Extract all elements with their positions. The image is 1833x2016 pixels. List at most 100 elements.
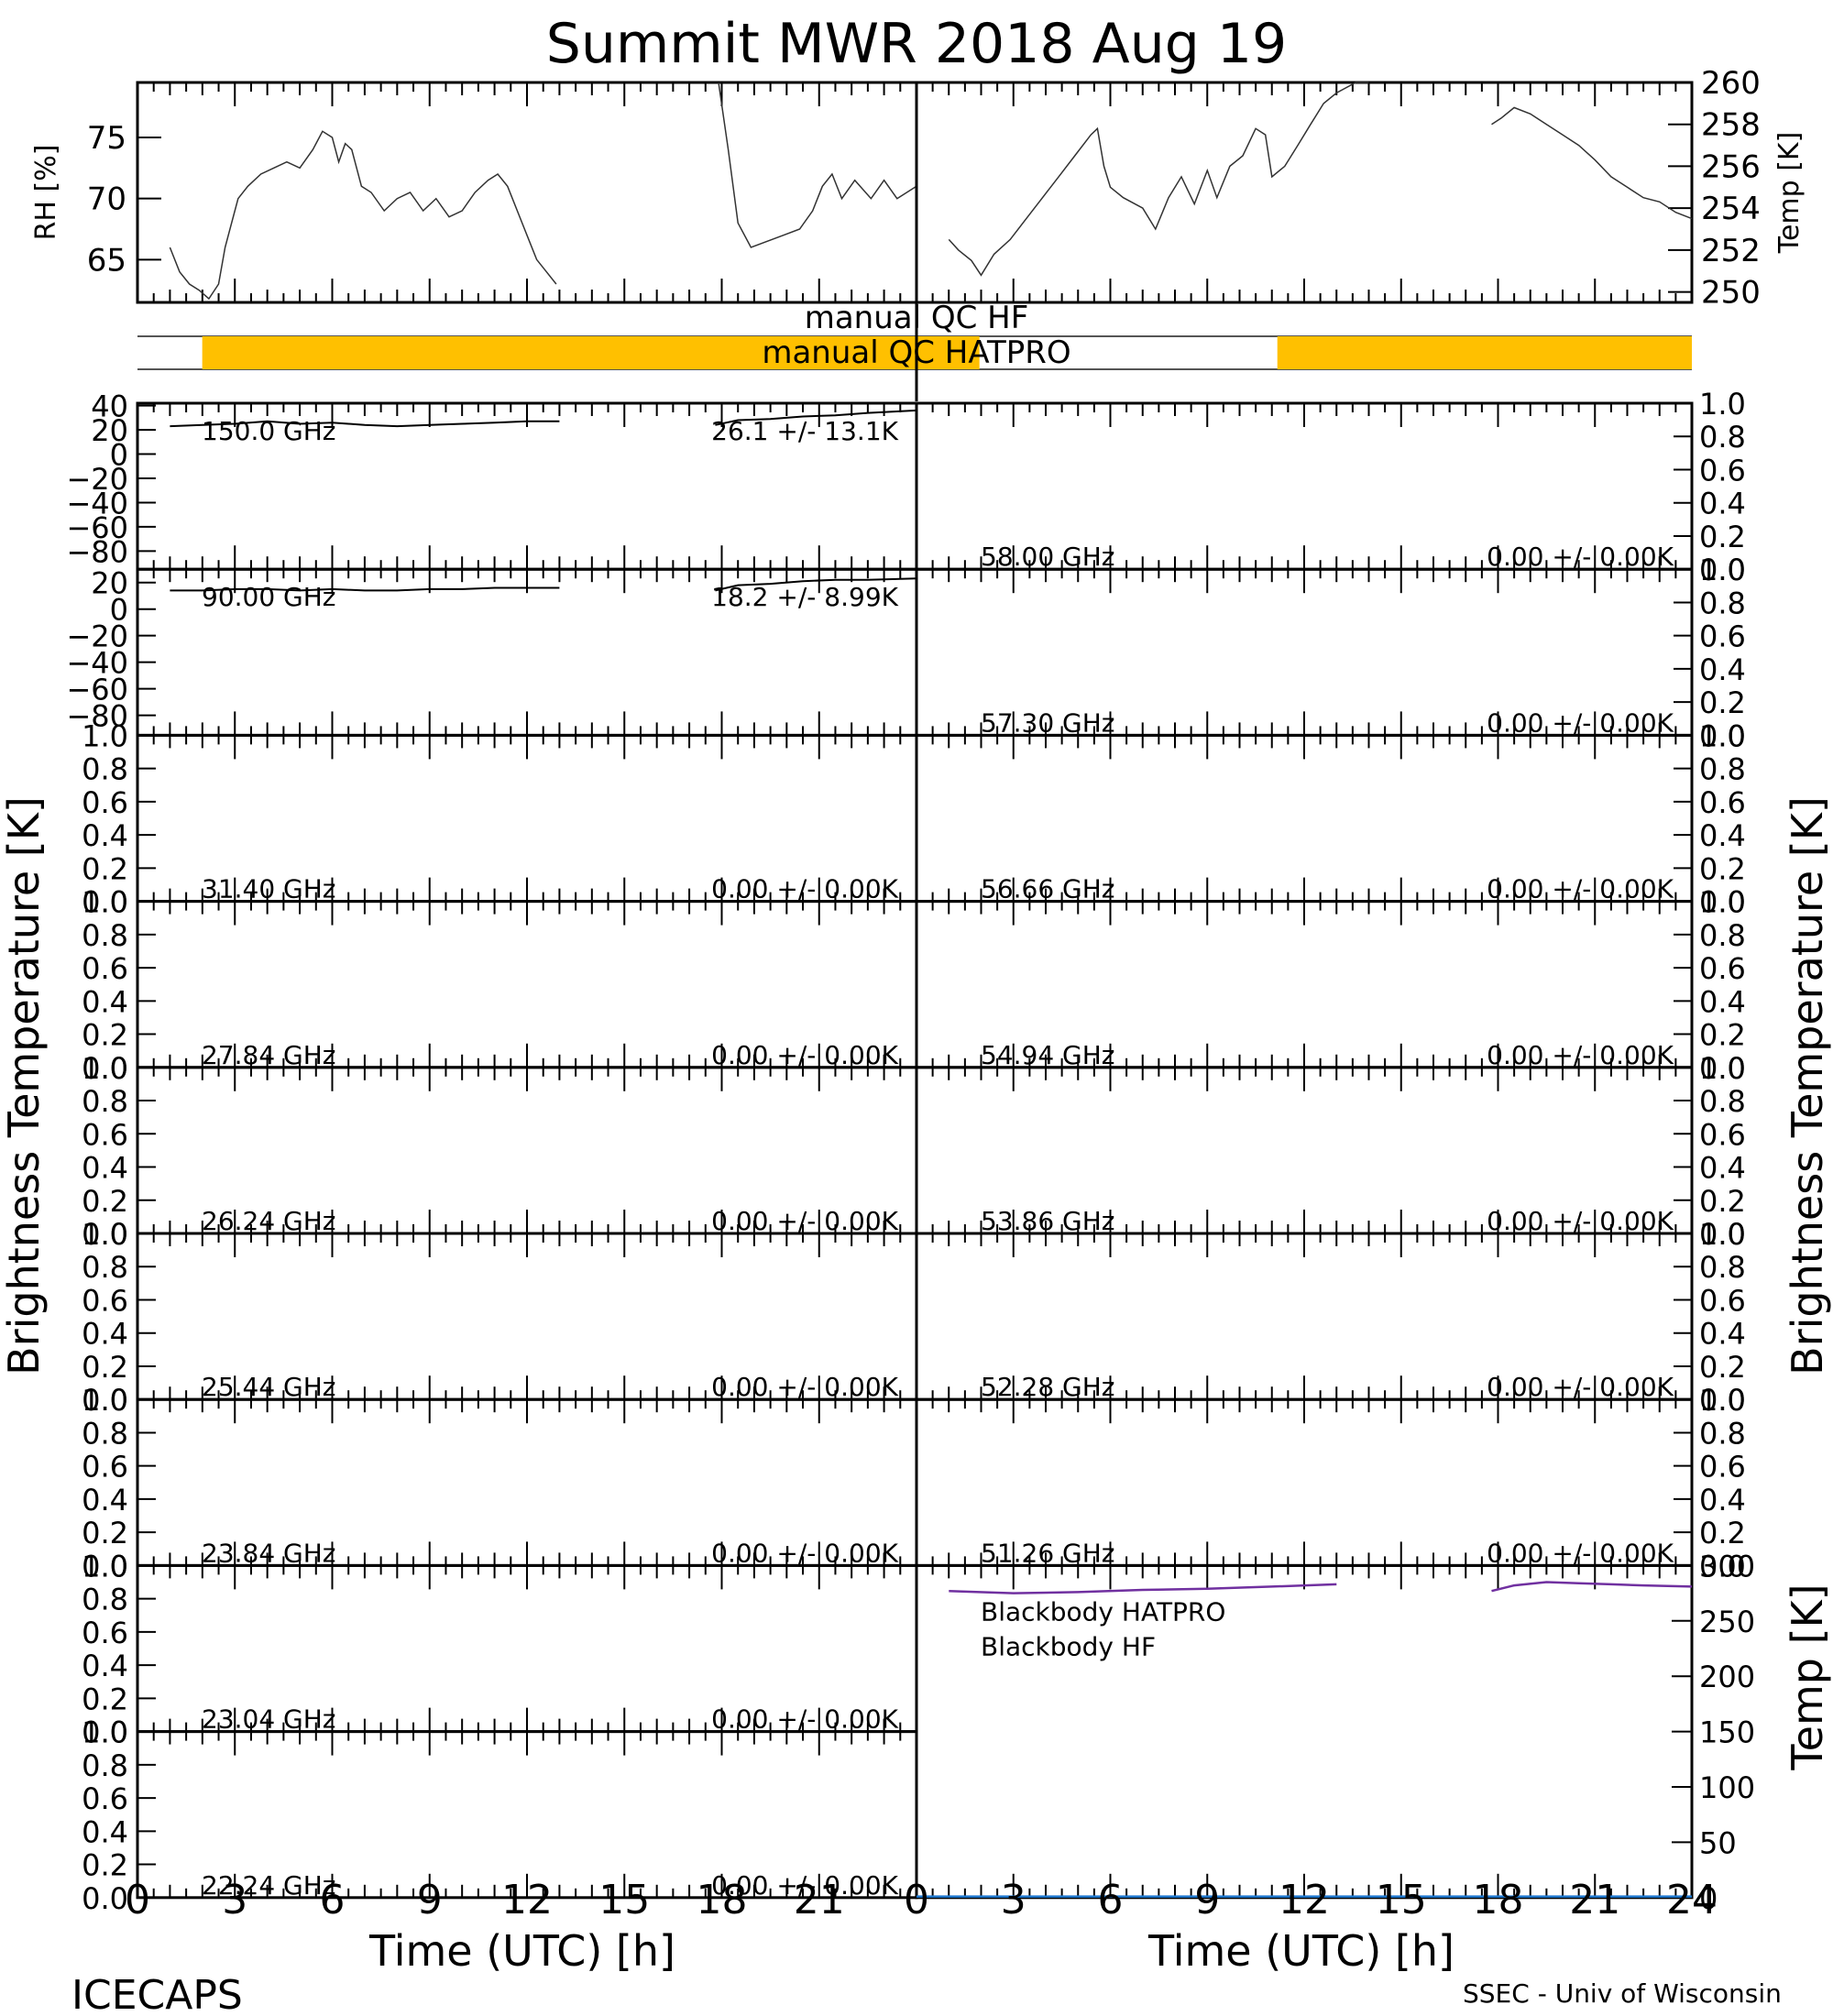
- bt-line-0: [170, 586, 560, 592]
- x-tick-label: 6: [320, 1877, 346, 1923]
- bt-panel-right-0: 1.00.80.60.40.20.058.00 GHz 0.00 +/- 0.00…: [915, 387, 1746, 587]
- bt-panel-right-1: 1.00.80.60.40.20.057.30 GHz 0.00 +/- 0.00…: [915, 553, 1746, 753]
- bt-ytick-label: −20: [66, 462, 128, 497]
- bb-ytick-label: 0: [1699, 1881, 1718, 1916]
- bt-ytick-label: 0.6: [82, 1117, 128, 1152]
- bt-ytick-label: −80: [66, 699, 128, 734]
- bt-ytick-label: 0.8: [1699, 420, 1746, 455]
- bt-ytick-label: 0.4: [82, 1649, 128, 1683]
- x-axis-label-left: Time (UTC) [h]: [368, 1926, 675, 1976]
- footer-left: ICECAPS: [71, 1972, 243, 2016]
- bt-stats-label: 0.00 +/- 0.00K: [711, 1040, 898, 1070]
- x-tick-labels: 0 3 6 9 12 15 18 21 0 3 6 9 12 15 18 21 24: [125, 1877, 1718, 1923]
- bt-ytick-label: 0.0: [1699, 1383, 1746, 1418]
- bt-ytick-label: 0.2: [82, 1018, 128, 1053]
- bt-ytick-label: 0.6: [1699, 619, 1746, 654]
- bt-panel-right-2: 1.00.80.60.40.20.056.66 GHz 0.00 +/- 0.00…: [915, 718, 1746, 920]
- bt-frequency-label: 22.24 GHz: [202, 1870, 336, 1901]
- bb-ytick-label: 100: [1699, 1770, 1755, 1805]
- bt-ytick-label: 0.2: [1699, 1184, 1746, 1219]
- bt-ytick-label: 0.0: [82, 1881, 128, 1916]
- bt-ytick-label: 0.4: [82, 984, 128, 1019]
- bb-legend-entry: Blackbody HATPRO: [981, 1596, 1225, 1627]
- bb-ytick-label: 250: [1699, 1605, 1755, 1639]
- bt-stats-label: 18.2 +/- 8.99K: [711, 582, 898, 612]
- qc-hatpro-bar: [1277, 336, 1692, 369]
- temp-series: [948, 82, 1693, 277]
- bt-ytick-label: 0.6: [1699, 785, 1746, 820]
- bt-ytick-label: 1.0: [1699, 553, 1746, 587]
- bt-ytick-label: −40: [66, 486, 128, 520]
- rh-ytick-label: 65: [87, 242, 126, 279]
- bt-ytick-label: 0.2: [82, 851, 128, 886]
- bt-ytick-label: 0.0: [1699, 1549, 1746, 1583]
- bt-ytick-label: 0.0: [82, 885, 128, 920]
- bt-ytick-label: 0.2: [1699, 851, 1746, 886]
- qc-hatpro-bars: [202, 336, 1692, 369]
- blackbody-y-axis-label: Temp [K]: [1783, 1583, 1832, 1770]
- bt-frequency-label: 31.40 GHz: [202, 874, 336, 904]
- bt-ytick-label: 0.6: [82, 1781, 128, 1816]
- bt-ytick-label: −80: [66, 534, 128, 569]
- bt-frequency-label: 56.66 GHz: [981, 874, 1115, 904]
- bt-panel-right-5: 1.00.80.60.40.20.052.28 GHz 0.00 +/- 0.00…: [915, 1217, 1746, 1418]
- bb-ytick-label: 150: [1699, 1715, 1755, 1750]
- bt-ytick-label: 0.8: [82, 1416, 128, 1451]
- x-tick-label: 9: [417, 1877, 443, 1923]
- bt-ytick-label: 0.4: [82, 1814, 128, 1849]
- bt-ytick-label: 0.0: [1699, 1051, 1746, 1086]
- bt-ytick-label: 1.0: [1699, 718, 1746, 753]
- rh-ytick-label: 70: [87, 181, 126, 218]
- bt-ytick-label: 0.8: [82, 918, 128, 953]
- bt-ytick-label: 1.0: [1699, 1383, 1746, 1418]
- rh-axis: 65 70 75: [87, 120, 161, 279]
- bt-ytick-label: 0.4: [1699, 818, 1746, 853]
- bt-ytick-label: 0.4: [1699, 487, 1746, 521]
- bt-ytick-label: 0.0: [82, 1549, 128, 1583]
- bt-ytick-label: 0.4: [1699, 1483, 1746, 1517]
- bt-frequency-label: 90.00 GHz: [202, 582, 336, 612]
- bt-ytick-label: 1.0: [1699, 1217, 1746, 1252]
- x-tick-label: 0: [904, 1877, 929, 1923]
- bt-panel-left-3: 1.00.80.60.40.20.0 27.84 GHz 0.00 +/- 0.00…: [82, 885, 918, 1086]
- bb-ytick-label: 300: [1699, 1549, 1755, 1583]
- bt-ytick-label: 0.8: [82, 1250, 128, 1285]
- bt-panel-left-8: 1.00.80.60.40.20.0 22.24 GHz 0.00 +/- 0.00…: [82, 1715, 918, 1916]
- bt-stats-label: 26.1 +/- 13.1K: [711, 416, 898, 446]
- rh-temp-panel: 65 70 75 250 252 254 256 258 260 RH [%] Temp [K…: [30, 65, 1806, 312]
- bt-ytick-label: 0.6: [82, 1616, 128, 1650]
- bt-frequency-label: 27.84 GHz: [202, 1040, 336, 1070]
- x-tick-label: 24: [1666, 1877, 1718, 1923]
- bt-frequency-label: 57.30 GHz: [981, 707, 1115, 738]
- bt-frequency-label: 26.24 GHz: [202, 1206, 336, 1236]
- bt-ytick-label: 1.0: [82, 885, 128, 920]
- bt-ytick-label: 1.0: [1699, 885, 1746, 920]
- bt-ytick-label: 0.0: [1699, 553, 1746, 587]
- footer-right: SSEC - Univ of Wisconsin: [1463, 1978, 1782, 2009]
- temp-ytick-label: 256: [1701, 148, 1761, 185]
- bt-frequency-label: 53.86 GHz: [981, 1206, 1115, 1236]
- bt-ytick-label: 0.6: [1699, 453, 1746, 488]
- bt-ytick-label: 0.8: [1699, 918, 1746, 953]
- bb-line-1: [949, 1583, 1337, 1594]
- temp-ytick-label: 252: [1701, 233, 1761, 269]
- bt-frequency-label: 23.04 GHz: [202, 1704, 336, 1735]
- bt-frequency-label: 150.0 GHz: [202, 416, 336, 446]
- x-tick-label: 15: [598, 1877, 650, 1923]
- bt-ytick-label: 1.0: [1699, 387, 1746, 422]
- bt-ytick-label: 0: [110, 593, 128, 628]
- rh-line-0: [169, 130, 557, 301]
- bt-stats-label: 0.00 +/- 0.00K: [1487, 707, 1674, 738]
- bt-stats-label: 0.00 +/- 0.00K: [711, 1870, 898, 1901]
- bt-ytick-label: 1.0: [82, 1051, 128, 1086]
- bt-ytick-label: 0.8: [1699, 1416, 1746, 1451]
- x-tick-label: 3: [1001, 1877, 1026, 1923]
- bt-line-1: [715, 409, 917, 426]
- bt-ytick-label: 0.6: [82, 1450, 128, 1485]
- bt-ytick-label: 0.8: [1699, 1084, 1746, 1119]
- x-tick-label: 3: [222, 1877, 247, 1923]
- bt-ytick-label: 20: [91, 566, 128, 601]
- bt-ytick-label: 0.6: [82, 951, 128, 986]
